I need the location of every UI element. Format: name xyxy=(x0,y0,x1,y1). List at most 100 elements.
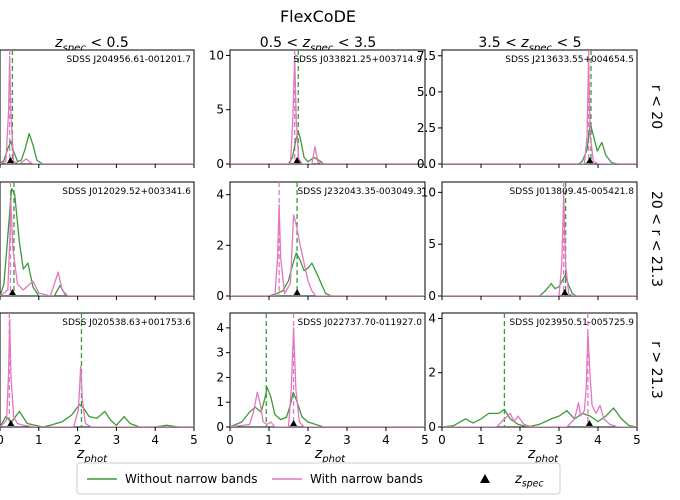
zspec-marker xyxy=(290,420,298,426)
col-title-1: 0.5 < zspec < 3.5 xyxy=(260,35,377,54)
x-tick-label: 4 xyxy=(382,433,390,447)
x-label-1-pre: z xyxy=(314,446,323,462)
x-label-2-sub: phot xyxy=(534,454,559,465)
panel-r0-c1: SDSS J033821.25+003714.9 0 5 10 xyxy=(209,48,426,171)
y-tick-label: 4 xyxy=(216,321,224,335)
panel-r2-c2: SDSS J023950.51-005725.9 0 2 4 0 1 2 3 4 5 xyxy=(428,311,640,447)
panel-frame xyxy=(441,181,638,297)
x-tick-label: 1 xyxy=(477,433,485,447)
panel-plot-area xyxy=(442,50,637,164)
panel-frame xyxy=(441,312,638,428)
y-tick-label: 0 xyxy=(428,289,436,303)
with-narrow-bands-line xyxy=(230,327,425,427)
panel-plot-area xyxy=(230,313,425,427)
x-label-2-pre: z xyxy=(527,446,536,462)
x-label-1-sub: phot xyxy=(321,454,346,465)
panel-frame xyxy=(0,312,195,428)
legend-box xyxy=(76,462,561,495)
y-tick-label: 10 xyxy=(421,185,436,199)
col-title-2-post: < 5 xyxy=(552,35,582,51)
x-label-0: zphot xyxy=(76,446,108,465)
row-label-2: r > 21.3 xyxy=(648,341,664,399)
panel-plot-area xyxy=(0,50,194,164)
panel-plot-area xyxy=(442,182,637,296)
with-narrow-bands-line xyxy=(230,204,425,296)
without-narrow-bands-line xyxy=(442,122,637,164)
x-tick-label: 3 xyxy=(113,433,121,447)
panel-r1-c1: SDSS J232043.35-003049.3 0 2 4 xyxy=(216,181,426,303)
legend-zspec-label-sub: spec xyxy=(522,479,545,490)
panel-r1-c0: SDSS J012029.52+003341.6 xyxy=(0,181,195,300)
col-title-1-sub: spec xyxy=(310,43,334,54)
with-narrow-bands-line xyxy=(442,55,637,164)
panel-plot-area xyxy=(0,182,194,296)
zspec-marker xyxy=(7,420,15,426)
col-title-1-post: < 3.5 xyxy=(333,35,376,51)
without-narrow-bands-line xyxy=(230,130,425,164)
col-title-2-z: z xyxy=(520,35,529,51)
zspec-marker xyxy=(293,157,301,163)
x-label-2: zphot xyxy=(527,446,559,465)
x-tick-label: 3 xyxy=(555,433,563,447)
col-title-0-pre: z xyxy=(54,35,63,51)
x-tick-label: 5 xyxy=(190,433,198,447)
without-narrow-bands-line xyxy=(230,386,425,427)
col-title-2-sub: spec xyxy=(529,43,553,54)
zspec-marker xyxy=(561,289,569,295)
zspec-marker xyxy=(586,157,594,163)
y-tick-label: 10 xyxy=(209,48,224,62)
panels: SDSS J204956.61-001201.7 SDSS J033821.25+… xyxy=(0,48,641,447)
y-tick-label: 0 xyxy=(216,420,224,434)
x-tick-label: 5 xyxy=(633,433,641,447)
with-narrow-bands-line xyxy=(442,193,637,296)
row-label-1: 20 < r < 21.3 xyxy=(648,191,664,287)
col-title-2: 3.5 < zspec < 5 xyxy=(478,35,581,54)
panel-r1-c2: SDSS J013809.45-005421.8 0 5 10 xyxy=(421,181,638,303)
col-title-0: zspec < 0.5 xyxy=(54,35,129,54)
object-name: SDSS J012029.52+003341.6 xyxy=(62,187,191,197)
panel-frame xyxy=(0,49,195,165)
y-tick-label: 0 xyxy=(216,157,224,171)
zspec-marker xyxy=(585,420,593,426)
panel-r2-c1: SDSS J022737.70-011927.0 0 1 2 3 4 0 1 2 3 4 5 xyxy=(216,312,429,447)
y-tick-label: 2 xyxy=(428,366,436,380)
without-narrow-bands-line xyxy=(442,407,637,427)
row-label-0: r < 20 xyxy=(648,85,664,129)
x-label-0-sub: phot xyxy=(83,454,108,465)
y-tick-label: 4 xyxy=(428,311,436,325)
col-title-1-z: z xyxy=(302,35,311,51)
y-tick-label: 4 xyxy=(216,188,224,202)
x-tick-label: 0 xyxy=(438,433,446,447)
x-tick-label: 3 xyxy=(343,433,351,447)
panel-frame xyxy=(0,181,195,297)
object-name: SDSS J213633.55+004654.5 xyxy=(505,55,634,65)
x-tick-label: 0 xyxy=(0,433,4,447)
col-title-0-sub: spec xyxy=(63,43,87,54)
object-name: SDSS J022737.70-011927.0 xyxy=(298,318,423,328)
panel-frame xyxy=(229,181,426,297)
x-tick-label: 0 xyxy=(226,433,234,447)
x-axis-labels: zphot zphot zphot xyxy=(76,446,559,465)
y-tick-label: 2 xyxy=(216,370,224,384)
x-tick-label: 1 xyxy=(35,433,43,447)
x-tick-label: 2 xyxy=(516,433,524,447)
row-labels: r < 20 20 < r < 21.3 r > 21.3 xyxy=(648,85,664,399)
panel-r2-c0: SDSS J020538.63+001753.6 0 1 2 3 4 5 xyxy=(0,312,198,447)
panel-plot-area xyxy=(230,182,425,296)
column-titles: zspec < 0.5 0.5 < zspec < 3.5 3.5 < zspec … xyxy=(54,35,581,54)
without-narrow-bands-line xyxy=(0,132,194,164)
object-name: SDSS J033821.25+003714.9 xyxy=(293,55,422,65)
y-tick-label: 7.5 xyxy=(417,49,436,63)
y-tick-label: 2 xyxy=(216,238,224,252)
with-narrow-bands-line xyxy=(0,55,194,164)
y-tick-label: 5.0 xyxy=(417,85,436,99)
object-name: SDSS J204956.61-001201.7 xyxy=(67,55,191,65)
y-tick-label: 5 xyxy=(216,103,224,117)
panel-r0-c0: SDSS J204956.61-001201.7 xyxy=(0,49,195,168)
figure-title: FlexCoDE xyxy=(280,7,356,26)
panel-plot-area xyxy=(230,50,425,164)
with-narrow-bands-line xyxy=(442,331,637,427)
col-title-0-post: < 0.5 xyxy=(86,35,129,51)
y-tick-label: 5 xyxy=(428,237,436,251)
